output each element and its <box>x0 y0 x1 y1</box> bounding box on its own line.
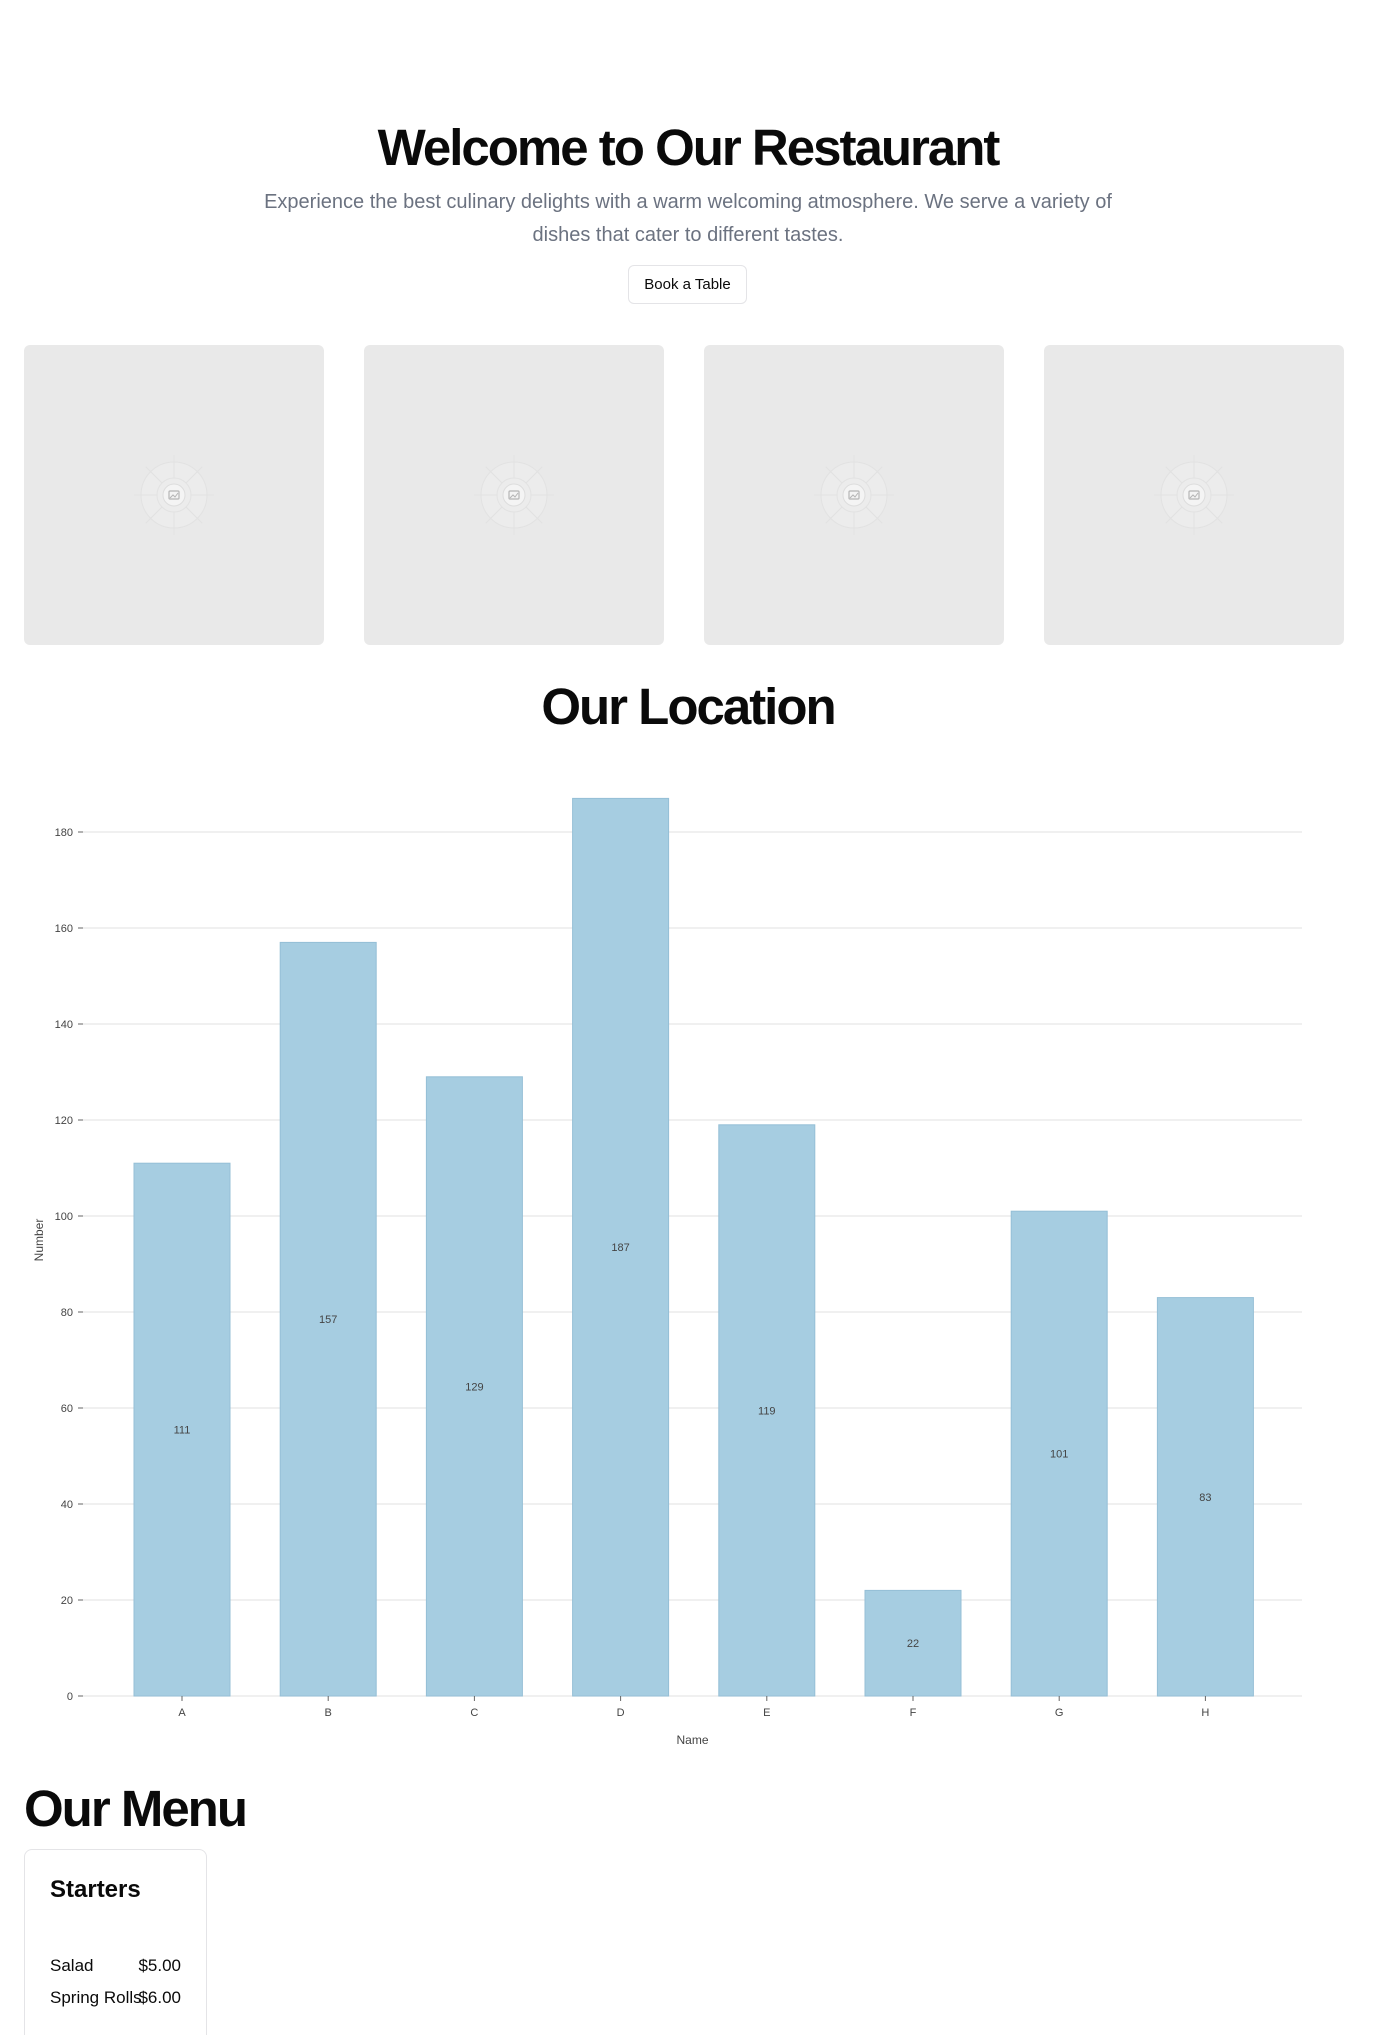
x-tick-label: C <box>470 1707 478 1719</box>
location-title: Our Location <box>541 678 836 735</box>
menu-item: Salad $5.00 <box>50 1956 181 1978</box>
x-axis-label: Name <box>676 1733 708 1747</box>
data-label: 101 <box>1050 1449 1068 1461</box>
bar-chart: 0 20 40 60 80 100 120 140 160 180 111 A 157 B 129 C 187 D… <box>32 797 1302 1747</box>
data-label: 157 <box>319 1314 337 1326</box>
gallery-image-1 <box>24 345 324 645</box>
data-label: 119 <box>758 1405 776 1417</box>
y-axis-label: Number <box>32 1219 46 1262</box>
bar-G <box>1010 1210 1108 1697</box>
bar-B <box>279 941 377 1697</box>
y-tick-label: 80 <box>61 1307 73 1319</box>
image-placeholder-icon <box>814 455 894 535</box>
image-placeholder-icon <box>474 455 554 535</box>
y-tick-label: 160 <box>55 923 73 935</box>
bar-H <box>1156 1297 1254 1697</box>
y-tick-label: 60 <box>61 1403 73 1415</box>
x-tick-label: E <box>763 1707 770 1719</box>
menu-item: Spring Rolls $6.00 <box>50 1988 181 2010</box>
bar-F <box>864 1589 962 1697</box>
x-tick-label: D <box>617 1707 625 1719</box>
x-tick-label: A <box>178 1707 186 1719</box>
y-tick-label: 140 <box>55 1019 73 1031</box>
y-tick-label: 100 <box>55 1211 73 1223</box>
gallery-image-3 <box>704 345 1004 645</box>
x-tick-label: F <box>910 1707 917 1719</box>
hero-subtitle: Experience the best culinary delights wi… <box>264 191 1112 246</box>
menu-section-title: Starters <box>50 1876 141 1903</box>
y-tick-label: 120 <box>55 1115 73 1127</box>
bar-A <box>133 1162 231 1697</box>
book-table-button[interactable]: Book a Table <box>628 265 747 304</box>
x-tick-label: B <box>325 1707 332 1719</box>
menu-item-price: $5.00 <box>138 1956 181 1975</box>
data-label: 83 <box>1199 1492 1211 1504</box>
y-tick-label: 40 <box>61 1499 73 1511</box>
bar-E <box>718 1124 816 1697</box>
menu-title: Our Menu <box>24 1780 248 1837</box>
x-tick-label: G <box>1055 1707 1064 1719</box>
image-placeholder-icon <box>134 455 214 535</box>
menu-card-starters: Starters Salad $5.00 Spring Rolls $6.00 <box>24 1849 207 2035</box>
menu-item-price: $6.00 <box>138 1988 181 2007</box>
gallery-image-4 <box>1044 345 1344 645</box>
menu-item-name: Spring Rolls <box>50 1988 142 2007</box>
hero-title: Welcome to Our Restaurant <box>377 119 1001 176</box>
data-label: 22 <box>907 1638 919 1650</box>
data-label: 111 <box>174 1425 191 1437</box>
menu-item-name: Salad <box>50 1956 94 1975</box>
y-tick-label: 0 <box>67 1691 73 1703</box>
bar-C <box>425 1076 523 1697</box>
gallery-image-2 <box>364 345 664 645</box>
y-tick-label: 180 <box>55 827 73 839</box>
x-tick-label: H <box>1201 1707 1209 1719</box>
image-placeholder-icon <box>1154 455 1234 535</box>
data-label: 129 <box>465 1381 483 1393</box>
y-tick-label: 20 <box>61 1595 73 1607</box>
data-label: 187 <box>611 1242 629 1254</box>
